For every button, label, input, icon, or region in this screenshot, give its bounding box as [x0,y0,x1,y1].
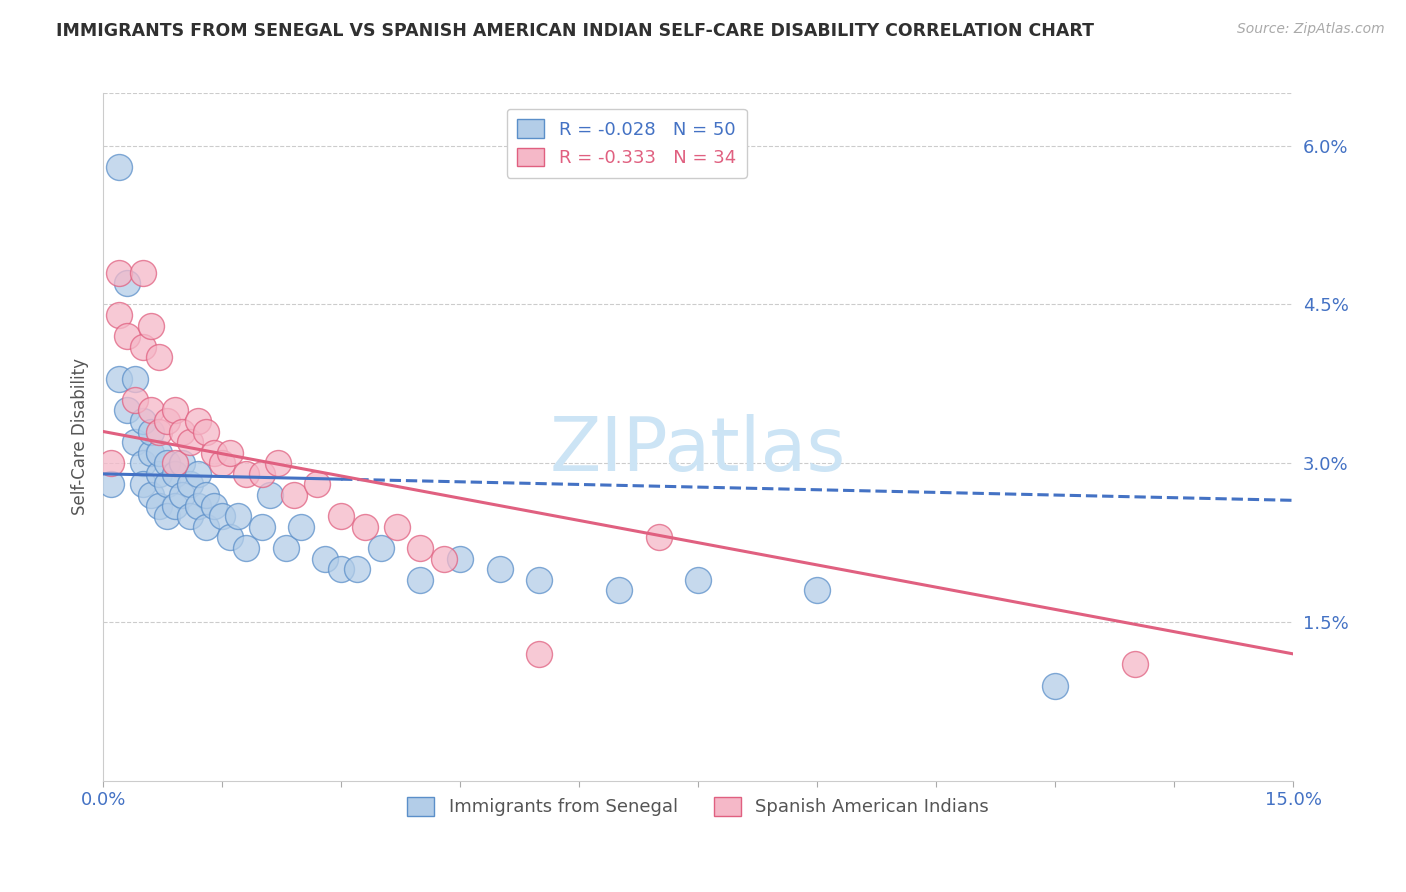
Point [607,583,630,598]
Point [108,308,131,322]
Point [274,541,297,555]
Point [100,456,122,470]
Point [124,392,146,407]
Point [330,562,353,576]
Point [195,425,218,439]
Point [108,371,131,385]
Point [155,477,177,491]
Text: ZIPatlas: ZIPatlas [550,414,846,487]
Text: IMMIGRANTS FROM SENEGAL VS SPANISH AMERICAN INDIAN SELF-CARE DISABILITY CORRELAT: IMMIGRANTS FROM SENEGAL VS SPANISH AMERI… [56,22,1094,40]
Point [529,647,551,661]
Point [163,467,186,481]
Point [226,509,249,524]
Point [187,414,209,428]
Point [155,509,177,524]
Point [688,573,710,587]
Point [139,318,162,333]
Point [148,351,170,365]
Point [132,477,155,491]
Point [100,477,122,491]
Point [148,445,170,459]
Point [163,499,186,513]
Point [132,340,155,354]
Point [1123,657,1146,672]
Point [409,541,432,555]
Point [179,435,201,450]
Point [155,414,177,428]
Point [806,583,828,598]
Point [235,541,257,555]
Point [148,467,170,481]
Point [108,266,131,280]
Point [211,456,233,470]
Point [354,520,377,534]
Point [132,266,155,280]
Point [179,509,201,524]
Point [148,499,170,513]
Point [202,445,225,459]
Point [370,541,392,555]
Point [172,425,194,439]
Point [172,456,194,470]
Point [187,499,209,513]
Point [139,445,162,459]
Point [283,488,305,502]
Point [115,277,138,291]
Point [139,425,162,439]
Point [124,371,146,385]
Point [132,414,155,428]
Point [108,160,131,174]
Point [449,551,471,566]
Y-axis label: Self-Care Disability: Self-Care Disability [72,359,89,516]
Point [219,445,242,459]
Point [314,551,336,566]
Point [409,573,432,587]
Legend: Immigrants from Senegal, Spanish American Indians: Immigrants from Senegal, Spanish America… [399,789,997,823]
Point [488,562,510,576]
Point [385,520,408,534]
Point [163,403,186,417]
Point [211,509,233,524]
Point [266,456,288,470]
Point [148,425,170,439]
Point [132,456,155,470]
Point [1045,679,1067,693]
Point [163,456,186,470]
Point [250,520,273,534]
Point [115,403,138,417]
Point [330,509,353,524]
Point [202,499,225,513]
Point [647,530,669,544]
Point [259,488,281,502]
Point [235,467,257,481]
Point [179,477,201,491]
Point [124,435,146,450]
Point [195,488,218,502]
Point [290,520,312,534]
Point [433,551,456,566]
Point [155,456,177,470]
Point [346,562,368,576]
Point [115,329,138,343]
Point [219,530,242,544]
Point [139,488,162,502]
Point [529,573,551,587]
Point [139,403,162,417]
Point [250,467,273,481]
Point [195,520,218,534]
Point [187,467,209,481]
Point [307,477,329,491]
Point [172,488,194,502]
Text: Source: ZipAtlas.com: Source: ZipAtlas.com [1237,22,1385,37]
